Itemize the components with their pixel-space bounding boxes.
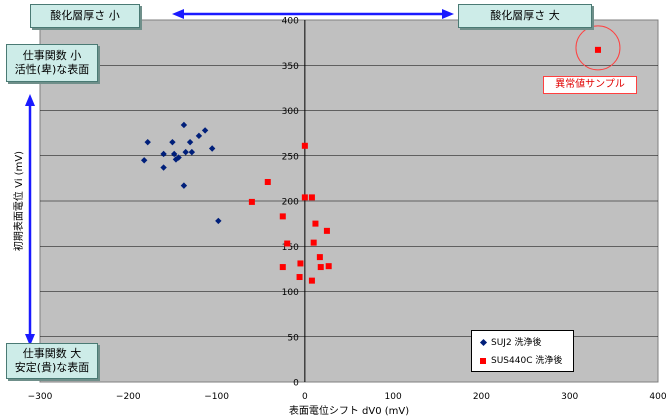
work-function-small-line1: 仕事関数 小 — [22, 49, 82, 62]
y-tick-label: 200 — [282, 198, 299, 208]
oxide-thickness-large-label: 酸化層厚さ 大 — [490, 9, 560, 22]
data-point-sus440c — [316, 254, 323, 261]
x-axis-label: 表面電位シフト dV0 (mV) — [289, 404, 409, 417]
y-tick-label: 250 — [282, 152, 299, 162]
data-point-sus440c — [296, 274, 303, 281]
y-tick-label: 300 — [282, 107, 299, 117]
oxide-thickness-large-box: 酸化層厚さ 大 — [458, 4, 592, 28]
y-tick-label: 50 — [287, 333, 299, 343]
data-point-suj2 — [208, 145, 216, 152]
y-tick-label: 0 — [293, 379, 299, 389]
data-point-sus440c — [317, 264, 324, 271]
data-point-suj2 — [182, 148, 189, 156]
outlier-sample-label: 異常値サンプル — [543, 76, 637, 94]
x-tick-label: −200 — [116, 392, 141, 402]
data-point-suj2 — [215, 217, 222, 225]
arrow-left-icon — [172, 9, 184, 19]
work-function-small-line2: 活性(卑)な表面 — [14, 63, 90, 76]
arrow-up-icon — [25, 94, 35, 106]
legend-label-suj2: SUJ2 洗浄後 — [491, 338, 542, 348]
x-tick-label: −300 — [28, 392, 53, 402]
data-point-sus440c — [594, 46, 601, 53]
data-points — [140, 46, 601, 284]
data-point-suj2 — [170, 150, 178, 158]
legend-item-sus440c: SUS440C 洗浄後 — [478, 355, 562, 367]
data-point-suj2 — [188, 148, 196, 156]
x-tick-label: 400 — [649, 392, 666, 402]
data-point-suj2 — [201, 127, 209, 134]
oxide-thickness-small-label: 酸化層厚さ 小 — [50, 9, 120, 22]
data-point-sus440c — [284, 240, 291, 247]
x-tick-label: 300 — [561, 392, 578, 402]
y-tick-labels: 0 50 100 150 200 250 300 350 400 — [282, 17, 299, 389]
y-tick-label: 400 — [282, 17, 299, 27]
data-point-sus440c — [301, 142, 308, 149]
work-function-large-box: 仕事関数 大 安定(貴)な表面 — [6, 343, 98, 379]
data-point-suj2 — [186, 138, 194, 146]
y-tick-label: 350 — [282, 62, 299, 72]
work-function-large-line2: 安定(貴)な表面 — [14, 361, 90, 374]
data-point-suj2 — [144, 138, 151, 146]
arrow-right-icon — [442, 9, 454, 19]
data-point-suj2 — [195, 132, 203, 140]
data-point-sus440c — [308, 194, 315, 201]
y-tick-label: 100 — [282, 288, 299, 298]
data-point-sus440c — [325, 263, 332, 270]
arrow-down-icon — [25, 334, 35, 346]
data-point-suj2 — [180, 121, 188, 129]
x-tick-label: 100 — [385, 392, 402, 402]
annotation-arrows — [25, 9, 454, 346]
data-point-sus440c — [301, 194, 308, 201]
data-point-suj2 — [140, 157, 148, 164]
data-point-suj2 — [160, 150, 167, 158]
work-function-small-box: 仕事関数 小 活性(卑)な表面 — [6, 44, 98, 82]
diamond-marker-icon — [478, 337, 488, 349]
outlier-circle — [575, 25, 621, 71]
x-tick-labels: −300 −200 −100 0 100 200 300 400 — [28, 392, 667, 402]
data-point-suj2 — [180, 182, 188, 189]
data-point-sus440c — [308, 277, 315, 284]
x-tick-label: 200 — [473, 392, 490, 402]
data-point-suj2 — [160, 164, 167, 171]
data-point-sus440c — [279, 264, 286, 271]
y-tick-label: 150 — [282, 243, 299, 253]
legend-label-sus440c: SUS440C 洗浄後 — [491, 356, 563, 366]
data-point-sus440c — [279, 213, 286, 220]
data-point-sus440c — [312, 220, 319, 227]
data-point-suj2 — [169, 138, 176, 146]
y-axis-label: 初期表面電位 Vi (mV) — [12, 151, 25, 251]
oxide-thickness-small-box: 酸化層厚さ 小 — [30, 4, 140, 28]
chart-legend: SUJ2 洗浄後 SUS440C 洗浄後 — [471, 330, 574, 372]
data-point-sus440c — [297, 260, 304, 267]
square-marker-icon — [478, 355, 488, 367]
data-point-suj2 — [175, 154, 182, 161]
legend-item-suj2: SUJ2 洗浄後 — [478, 337, 542, 349]
data-point-sus440c — [323, 227, 330, 234]
data-point-sus440c — [310, 239, 317, 246]
work-function-large-line1: 仕事関数 大 — [22, 347, 82, 360]
x-tick-label: −100 — [204, 392, 229, 402]
data-point-sus440c — [264, 178, 271, 185]
x-tick-label: 0 — [302, 392, 308, 402]
data-point-sus440c — [248, 198, 255, 205]
